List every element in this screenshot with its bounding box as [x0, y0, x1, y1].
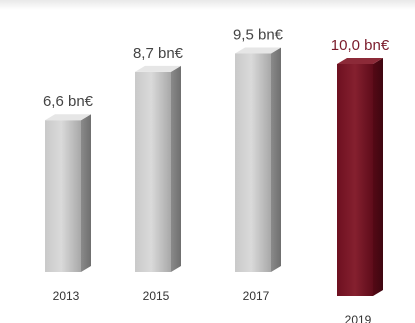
tick-label-2015: 2015	[143, 289, 170, 303]
bar-2013	[45, 114, 91, 272]
bar-front-2017	[235, 53, 271, 272]
bar-top-2019	[337, 58, 383, 64]
bar-front-2019	[337, 64, 373, 296]
bar-2017	[235, 47, 281, 272]
tick-label-2019: 2019	[345, 313, 372, 323]
bar-front-2015	[135, 71, 171, 273]
bar-top-2017	[235, 47, 281, 54]
bar-side-2013	[81, 114, 91, 272]
bar-2015	[135, 65, 181, 273]
bar-top-2013	[45, 114, 91, 121]
bar-2019	[337, 58, 383, 296]
bar-top-2015	[135, 65, 181, 72]
value-label-2013: 6,6 bn€	[43, 93, 94, 110]
bar-side-2017	[271, 47, 281, 272]
value-label-2017: 9,5 bn€	[233, 27, 284, 44]
tick-label-2017: 2017	[243, 289, 270, 303]
bar-side-2015	[171, 65, 181, 273]
bar-front-2013	[45, 120, 81, 272]
value-label-2019: 10,0 bn€	[331, 37, 390, 54]
top-fade	[0, 0, 415, 10]
value-label-2015: 8,7 bn€	[133, 45, 184, 62]
bar-side-2019	[373, 58, 383, 296]
tick-label-2013: 2013	[53, 289, 80, 303]
